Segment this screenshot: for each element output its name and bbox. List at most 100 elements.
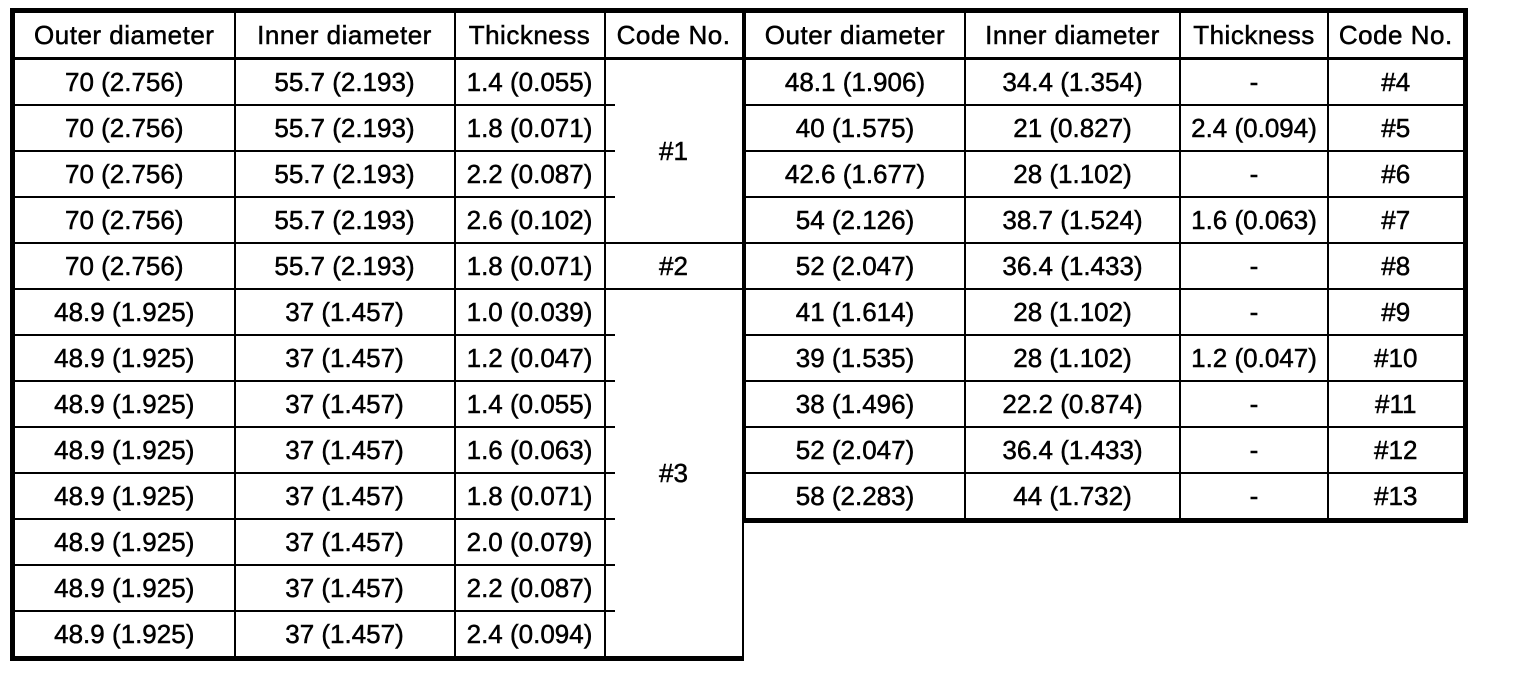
cell-inner-diameter: 37 (1.457) [233, 472, 456, 520]
table-row: 52 (2.047) 36.4 (1.433) - #8 [744, 242, 1466, 290]
cell-thickness: 2.0 (0.079) [453, 518, 606, 566]
column-header-code-no: Code No. [603, 9, 744, 60]
cell-outer-diameter: 52 (2.047) [744, 242, 966, 290]
cell-outer-diameter: 48.9 (1.925) [11, 518, 236, 566]
cell-thickness: 1.4 (0.055) [453, 380, 606, 428]
cell-outer-diameter: 58 (2.283) [744, 472, 966, 522]
cell-inner-diameter: 37 (1.457) [233, 288, 456, 336]
cell-outer-diameter: 48.9 (1.925) [11, 288, 236, 336]
table-row: 70 (2.756) 55.7 (2.193) 1.4 (0.055) #1 [11, 57, 744, 244]
column-header-code-no: Code No. [1327, 9, 1466, 60]
cell-inner-diameter: 36.4 (1.433) [964, 426, 1181, 474]
cell-thickness: - [1179, 426, 1329, 474]
column-header-outer-diameter: Outer diameter [744, 9, 966, 60]
table-body-right: 48.1 (1.906) 34.4 (1.354) - #4 40 (1.575) 21 … [744, 57, 1466, 522]
cell-outer-diameter: 42.6 (1.677) [744, 150, 966, 198]
cell-outer-diameter: 41 (1.614) [744, 288, 966, 336]
header-row: Outer diameter Inner diameter Thickness Cod… [744, 9, 1466, 60]
table-row: 48.1 (1.906) 34.4 (1.354) - #4 [744, 57, 1466, 106]
table-row: 38 (1.496) 22.2 (0.874) - #11 [744, 380, 1466, 428]
dimensions-table-left: Outer diameter Inner diameter Thickness Cod… [10, 8, 744, 661]
cell-thickness: - [1179, 380, 1329, 428]
cell-outer-diameter: 70 (2.756) [11, 242, 236, 290]
cell-thickness: 2.6 (0.102) [453, 196, 606, 244]
cell-thickness: 1.2 (0.047) [453, 334, 606, 382]
column-header-thickness: Thickness [453, 9, 606, 60]
table-row: 48.9 (1.925) 37 (1.457) 1.4 (0.055) [11, 380, 743, 428]
cell-thickness: - [1179, 57, 1329, 106]
table-header-left: Outer diameter Inner diameter Thickness Cod… [11, 9, 744, 60]
cell-thickness: 2.2 (0.087) [453, 150, 606, 198]
cell-outer-diameter: 48.9 (1.925) [11, 380, 236, 428]
column-header-outer-diameter: Outer diameter [11, 9, 236, 60]
cell-outer-diameter: 48.9 (1.925) [11, 472, 236, 520]
cell-code-no: #3 [603, 288, 744, 660]
cell-inner-diameter: 22.2 (0.874) [964, 380, 1181, 428]
cell-inner-diameter: 36.4 (1.433) [964, 242, 1181, 290]
dimensions-table-right: Outer diameter Inner diameter Thickness Cod… [744, 8, 1468, 523]
column-header-inner-diameter: Inner diameter [964, 9, 1181, 60]
table-header-right: Outer diameter Inner diameter Thickness Cod… [744, 9, 1466, 60]
cell-code-no: #9 [1327, 288, 1466, 336]
cell-outer-diameter: 39 (1.535) [744, 334, 966, 382]
cell-outer-diameter: 70 (2.756) [11, 150, 236, 198]
cell-thickness: 1.2 (0.047) [1179, 334, 1329, 382]
cell-outer-diameter: 48.9 (1.925) [11, 564, 236, 612]
cell-thickness: - [1179, 472, 1329, 522]
table-row: 54 (2.126) 38.7 (1.524) 1.6 (0.063) #7 [744, 196, 1466, 244]
table-row: 48.9 (1.925) 37 (1.457) 1.2 (0.047) [11, 334, 743, 382]
table-row: 70 (2.756) 55.7 (2.193) 1.8 (0.071) [11, 104, 743, 152]
cell-code-no: #11 [1327, 380, 1466, 428]
cell-thickness: 1.6 (0.063) [1179, 196, 1329, 244]
table-row: 52 (2.047) 36.4 (1.433) - #12 [744, 426, 1466, 474]
cell-code-no: #13 [1327, 472, 1466, 522]
cell-thickness: 1.8 (0.071) [453, 242, 606, 290]
cell-thickness: 1.8 (0.071) [453, 104, 606, 152]
cell-code-no: #4 [1327, 57, 1466, 106]
cell-thickness: 1.6 (0.063) [453, 426, 606, 474]
cell-outer-diameter: 70 (2.756) [11, 104, 236, 152]
table-row: 40 (1.575) 21 (0.827) 2.4 (0.094) #5 [744, 104, 1466, 152]
cell-inner-diameter: 38.7 (1.524) [964, 196, 1181, 244]
cell-inner-diameter: 28 (1.102) [964, 288, 1181, 336]
cell-inner-diameter: 37 (1.457) [233, 380, 456, 428]
cell-outer-diameter: 48.1 (1.906) [744, 57, 966, 106]
cell-thickness: 1.0 (0.039) [453, 288, 606, 336]
cell-inner-diameter: 34.4 (1.354) [964, 57, 1181, 106]
table-row: 41 (1.614) 28 (1.102) - #9 [744, 288, 1466, 336]
cell-code-no: #6 [1327, 150, 1466, 198]
cell-outer-diameter: 70 (2.756) [11, 57, 236, 106]
cell-outer-diameter: 52 (2.047) [744, 426, 966, 474]
cell-thickness: - [1179, 242, 1329, 290]
cell-inner-diameter: 28 (1.102) [964, 334, 1181, 382]
cell-thickness: 2.4 (0.094) [1179, 104, 1329, 152]
cell-inner-diameter: 55.7 (2.193) [233, 150, 456, 198]
cell-code-no: #8 [1327, 242, 1466, 290]
cell-code-no: #7 [1327, 196, 1466, 244]
cell-outer-diameter: 70 (2.756) [11, 196, 236, 244]
cell-code-no: #1 [603, 57, 744, 244]
cell-inner-diameter: 37 (1.457) [233, 426, 456, 474]
cell-inner-diameter: 55.7 (2.193) [233, 242, 456, 290]
cell-inner-diameter: 37 (1.457) [233, 518, 456, 566]
table-row: 48.9 (1.925) 37 (1.457) 2.4 (0.094) [11, 610, 743, 660]
cell-inner-diameter: 37 (1.457) [233, 610, 456, 660]
cell-outer-diameter: 48.9 (1.925) [11, 334, 236, 382]
table-row: 48.9 (1.925) 37 (1.457) 2.0 (0.079) [11, 518, 743, 566]
cell-inner-diameter: 28 (1.102) [964, 150, 1181, 198]
cell-inner-diameter: 55.7 (2.193) [233, 57, 456, 106]
table-row: 70 (2.756) 55.7 (2.193) 2.2 (0.087) [11, 150, 743, 198]
table-row: 58 (2.283) 44 (1.732) - #13 [744, 472, 1466, 522]
column-header-inner-diameter: Inner diameter [233, 9, 456, 60]
cell-thickness: - [1179, 150, 1329, 198]
cell-inner-diameter: 55.7 (2.193) [233, 196, 456, 244]
cell-inner-diameter: 37 (1.457) [233, 334, 456, 382]
table-row: 48.9 (1.925) 37 (1.457) 1.6 (0.063) [11, 426, 743, 474]
table-row: 70 (2.756) 55.7 (2.193) 2.6 (0.102) [11, 196, 743, 244]
cell-code-no: #5 [1327, 104, 1466, 152]
cell-code-no: #10 [1327, 334, 1466, 382]
table-row: 42.6 (1.677) 28 (1.102) - #6 [744, 150, 1466, 198]
table-row: 48.9 (1.925) 37 (1.457) 1.8 (0.071) [11, 472, 743, 520]
cell-outer-diameter: 40 (1.575) [744, 104, 966, 152]
cell-outer-diameter: 48.9 (1.925) [11, 610, 236, 660]
